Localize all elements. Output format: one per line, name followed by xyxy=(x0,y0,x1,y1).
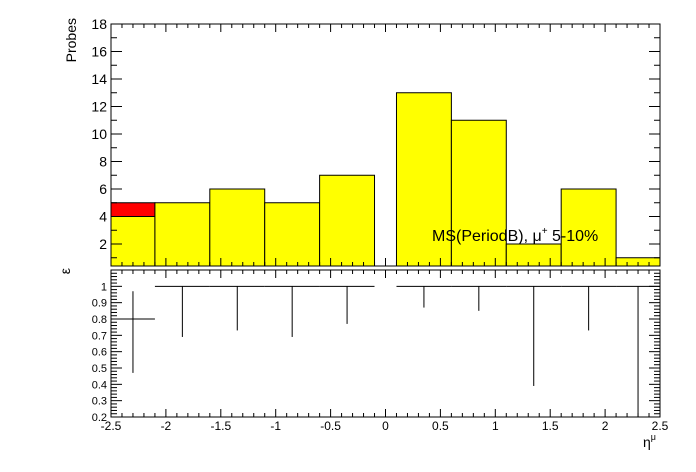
bottom-y-tick-labels: 0.2 0.3 0.4 0.5 0.6 0.7 0.8 0.9 1 xyxy=(92,281,107,424)
xtick-label: -2.5 xyxy=(101,419,122,433)
passed-bar-3 xyxy=(264,202,321,267)
x-axis-label-main: η xyxy=(643,434,651,450)
top-ytick-label: 16 xyxy=(91,44,107,60)
probes-histogram-panel: 2 4 6 8 10 12 14 16 18 Probes MS(PeriodB), μ+ 5-… xyxy=(63,16,661,267)
failed-bar-0 xyxy=(110,202,156,217)
top-ytick-label: 2 xyxy=(99,236,107,252)
passed-bar-1 xyxy=(154,202,211,267)
bottom-ytick-label: 0.3 xyxy=(92,396,107,408)
bottom-plot-frame xyxy=(110,269,661,418)
top-ytick-label: 8 xyxy=(99,154,107,170)
passed-bar-6 xyxy=(450,119,507,267)
top-ytick-label: 12 xyxy=(91,99,107,115)
top-plot-frame xyxy=(110,23,661,267)
top-ytick-label: 10 xyxy=(91,126,107,142)
xtick-label: 2 xyxy=(602,419,609,433)
bottom-ytick-label: 0.6 xyxy=(92,347,107,359)
xtick-label: 0.5 xyxy=(432,419,449,433)
bottom-ytick-label: 0.2 xyxy=(92,412,107,424)
x-axis-label-eta: ημ xyxy=(643,432,656,450)
top-ytick-label: 6 xyxy=(99,181,107,197)
annotation-tail: 5-10% xyxy=(548,228,599,245)
xtick-label: 2.5 xyxy=(652,419,669,433)
bottom-ytick-label: 0.9 xyxy=(92,298,107,310)
y-axis-label-efficiency: ε xyxy=(57,268,73,274)
x-tick-labels: -2.5 -2 -1.5 -1 -0.5 0 0.5 1 1.5 2 2.5 xyxy=(101,419,669,433)
bottom-ytick-label: 0.4 xyxy=(92,379,107,391)
passed-bar-8 xyxy=(560,188,617,267)
xtick-label: -1 xyxy=(270,419,281,433)
xtick-label: 1 xyxy=(492,419,499,433)
annotation-superscript: + xyxy=(542,226,548,237)
passed-bar-2 xyxy=(209,188,266,267)
xtick-label: 0 xyxy=(382,419,389,433)
top-ytick-label: 18 xyxy=(91,16,107,32)
bottom-ytick-label: 1 xyxy=(101,281,107,293)
xtick-label: -2 xyxy=(161,419,172,433)
top-ytick-label: 4 xyxy=(99,209,107,225)
passed-bar-7 xyxy=(505,243,562,267)
y-axis-label-probes: Probes xyxy=(63,18,79,62)
top-y-tick-labels: 2 4 6 8 10 12 14 16 18 xyxy=(91,16,107,252)
efficiency-panel: 0.2 0.3 0.4 0.5 0.6 0.7 0.8 0.9 1 -2.5 -2 -1.5 -1 -0… xyxy=(57,268,669,450)
passed-bar-4 xyxy=(319,174,376,267)
xtick-label: -0.5 xyxy=(320,419,341,433)
annotation-main: MS(PeriodB), μ xyxy=(432,228,542,245)
bottom-ytick-label: 0.8 xyxy=(92,314,107,326)
bottom-ytick-label: 0.7 xyxy=(92,330,107,342)
efficiency-points xyxy=(111,285,660,417)
top-panel-ticks xyxy=(110,23,661,266)
bottom-panel-ticks xyxy=(110,269,661,418)
xtick-label: -1.5 xyxy=(210,419,231,433)
sample-annotation: MS(PeriodB), μ+ 5-10% xyxy=(432,226,598,245)
x-axis-label-superscript: μ xyxy=(651,432,656,442)
passed-bar-0 xyxy=(110,216,156,267)
histogram-bars xyxy=(110,92,661,267)
xtick-label: 1.5 xyxy=(542,419,559,433)
top-ytick-label: 14 xyxy=(91,71,107,87)
bottom-ytick-label: 0.5 xyxy=(92,363,107,375)
